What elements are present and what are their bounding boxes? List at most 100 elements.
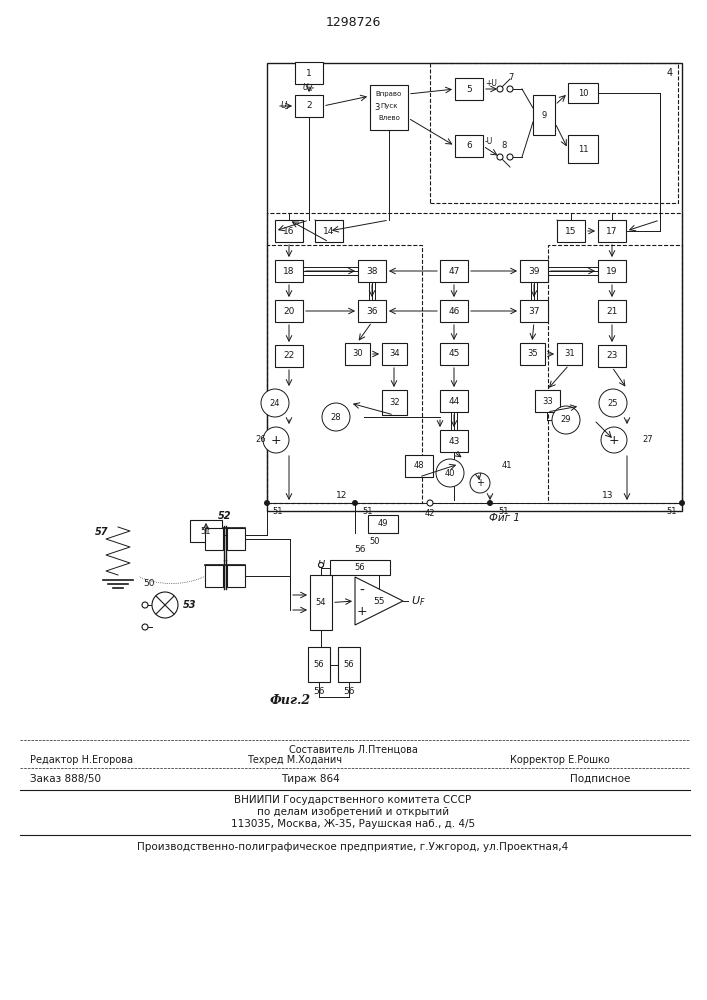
Text: U: U xyxy=(317,560,325,570)
Text: 56: 56 xyxy=(354,546,366,554)
Text: 55: 55 xyxy=(373,596,385,605)
Text: 46: 46 xyxy=(448,306,460,316)
Bar xyxy=(533,95,555,135)
Text: 56: 56 xyxy=(313,688,325,696)
Text: 34: 34 xyxy=(389,350,400,359)
Text: 51: 51 xyxy=(363,508,373,516)
Text: 6: 6 xyxy=(466,141,472,150)
Circle shape xyxy=(318,562,324,568)
Bar xyxy=(568,135,598,163)
Text: Производственно-полиграфическое предприятие, г.Ужгород, ул.Проектная,4: Производственно-полиграфическое предприя… xyxy=(137,842,568,852)
Text: 30: 30 xyxy=(352,350,363,359)
Bar xyxy=(310,575,332,630)
Text: Техред М.Ходанич: Техред М.Ходанич xyxy=(247,755,342,765)
Bar xyxy=(308,647,330,682)
Text: 57: 57 xyxy=(95,527,108,537)
Bar xyxy=(295,62,323,84)
Text: 22: 22 xyxy=(284,352,295,360)
Text: 19: 19 xyxy=(606,266,618,275)
Text: 26: 26 xyxy=(256,436,267,444)
Text: 53: 53 xyxy=(183,600,197,610)
Bar xyxy=(275,300,303,322)
Text: 32: 32 xyxy=(389,398,400,407)
Bar xyxy=(330,560,390,575)
Bar xyxy=(358,260,386,282)
Bar xyxy=(295,95,323,117)
Text: 11: 11 xyxy=(578,144,588,153)
Circle shape xyxy=(142,602,148,608)
Bar xyxy=(440,430,468,452)
Text: 52: 52 xyxy=(218,511,232,521)
Text: Вправо: Вправо xyxy=(376,91,402,97)
Text: -: - xyxy=(360,583,364,597)
Circle shape xyxy=(152,592,178,618)
Text: 15: 15 xyxy=(566,227,577,235)
Bar xyxy=(205,565,223,587)
Bar xyxy=(598,260,626,282)
Text: 3: 3 xyxy=(374,103,380,111)
Text: 20: 20 xyxy=(284,306,295,316)
Text: 4: 4 xyxy=(667,68,673,78)
Text: $U_{3F}$: $U_{3F}$ xyxy=(302,82,316,94)
Circle shape xyxy=(679,500,685,506)
Text: Заказ 888/50: Заказ 888/50 xyxy=(30,774,101,784)
Text: 10: 10 xyxy=(578,89,588,98)
Bar xyxy=(368,515,398,533)
Text: 36: 36 xyxy=(366,306,378,316)
Bar xyxy=(267,63,682,511)
Text: Пуск: Пуск xyxy=(380,103,398,109)
Text: 23: 23 xyxy=(607,352,618,360)
Text: 39: 39 xyxy=(528,266,539,275)
Circle shape xyxy=(142,624,148,630)
Text: $U_F$: $U_F$ xyxy=(411,594,426,608)
Text: 37: 37 xyxy=(528,306,539,316)
Text: 25: 25 xyxy=(608,398,618,408)
Text: 13: 13 xyxy=(602,490,614,499)
Circle shape xyxy=(507,154,513,160)
Bar xyxy=(338,647,360,682)
Bar xyxy=(557,343,582,365)
Bar xyxy=(358,300,386,322)
Text: 49: 49 xyxy=(378,520,388,528)
Bar xyxy=(440,343,468,365)
Text: 56: 56 xyxy=(314,660,325,669)
Text: +U: +U xyxy=(485,80,497,89)
Bar xyxy=(315,220,343,242)
Text: 40: 40 xyxy=(445,468,455,478)
Text: 21: 21 xyxy=(607,306,618,316)
Text: 16: 16 xyxy=(284,227,295,235)
Text: 1298726: 1298726 xyxy=(325,15,380,28)
Text: 24: 24 xyxy=(270,398,280,408)
Circle shape xyxy=(601,427,627,453)
Circle shape xyxy=(487,500,493,506)
Text: 45: 45 xyxy=(448,350,460,359)
Polygon shape xyxy=(355,577,403,625)
Text: 14: 14 xyxy=(323,227,334,235)
Bar xyxy=(382,390,407,415)
Text: Фиг.2: Фиг.2 xyxy=(269,694,310,706)
Bar xyxy=(190,520,222,542)
Text: Тираж 864: Тираж 864 xyxy=(281,774,339,784)
Text: 41: 41 xyxy=(502,460,513,470)
Text: +: + xyxy=(357,605,368,618)
Bar xyxy=(455,135,483,157)
Circle shape xyxy=(497,154,503,160)
Text: 17: 17 xyxy=(606,227,618,235)
Text: 51: 51 xyxy=(201,526,211,536)
Text: 2: 2 xyxy=(306,102,312,110)
Bar xyxy=(535,390,560,412)
Text: Фиг 1: Фиг 1 xyxy=(489,513,520,523)
Bar xyxy=(227,528,245,550)
Circle shape xyxy=(427,500,433,506)
Bar xyxy=(440,390,468,412)
Text: 31: 31 xyxy=(564,350,575,359)
Text: 9: 9 xyxy=(542,110,547,119)
Text: 48: 48 xyxy=(414,462,424,471)
Bar xyxy=(520,343,545,365)
Bar xyxy=(455,78,483,100)
Circle shape xyxy=(261,389,289,417)
Bar xyxy=(382,343,407,365)
Text: Подписное: Подписное xyxy=(570,774,630,784)
Text: 8: 8 xyxy=(501,140,507,149)
Text: ВНИИПИ Государственного комитета СССР: ВНИИПИ Государственного комитета СССР xyxy=(235,795,472,805)
